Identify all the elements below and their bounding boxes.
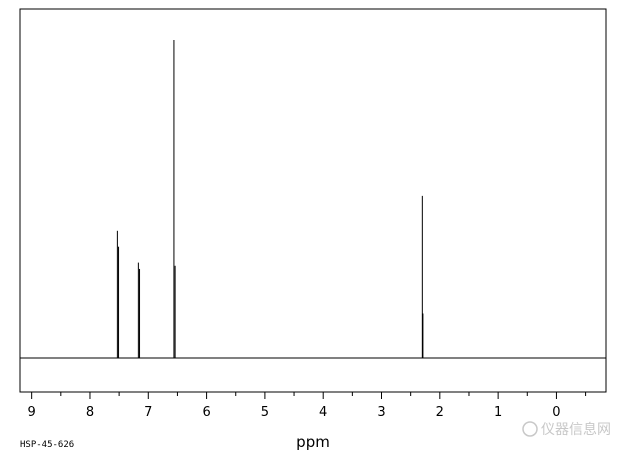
peaks-layer	[116, 40, 424, 358]
x-tick-label: 6	[202, 405, 210, 420]
x-axis: 9 8 7 6 5 4 3 2 1 0	[28, 392, 587, 420]
x-tick-label: 7	[144, 405, 152, 420]
x-tick-label: 2	[436, 405, 444, 420]
watermark-logo: 仪器信息网	[522, 421, 611, 438]
plot-frame	[19, 8, 607, 393]
x-tick-label: 8	[86, 405, 94, 420]
x-tick-label: 5	[261, 405, 269, 420]
sample-id: HSP-45-626	[20, 440, 74, 450]
x-tick-label: 0	[552, 405, 560, 420]
x-tick-label: 9	[28, 405, 36, 420]
x-tick-label: 1	[494, 405, 502, 420]
x-tick-label: 3	[377, 405, 385, 420]
x-tick-label: 4	[319, 405, 327, 420]
x-axis-label: ppm	[296, 433, 330, 451]
watermark-icon	[522, 421, 538, 437]
watermark-text: 仪器信息网	[541, 421, 611, 438]
